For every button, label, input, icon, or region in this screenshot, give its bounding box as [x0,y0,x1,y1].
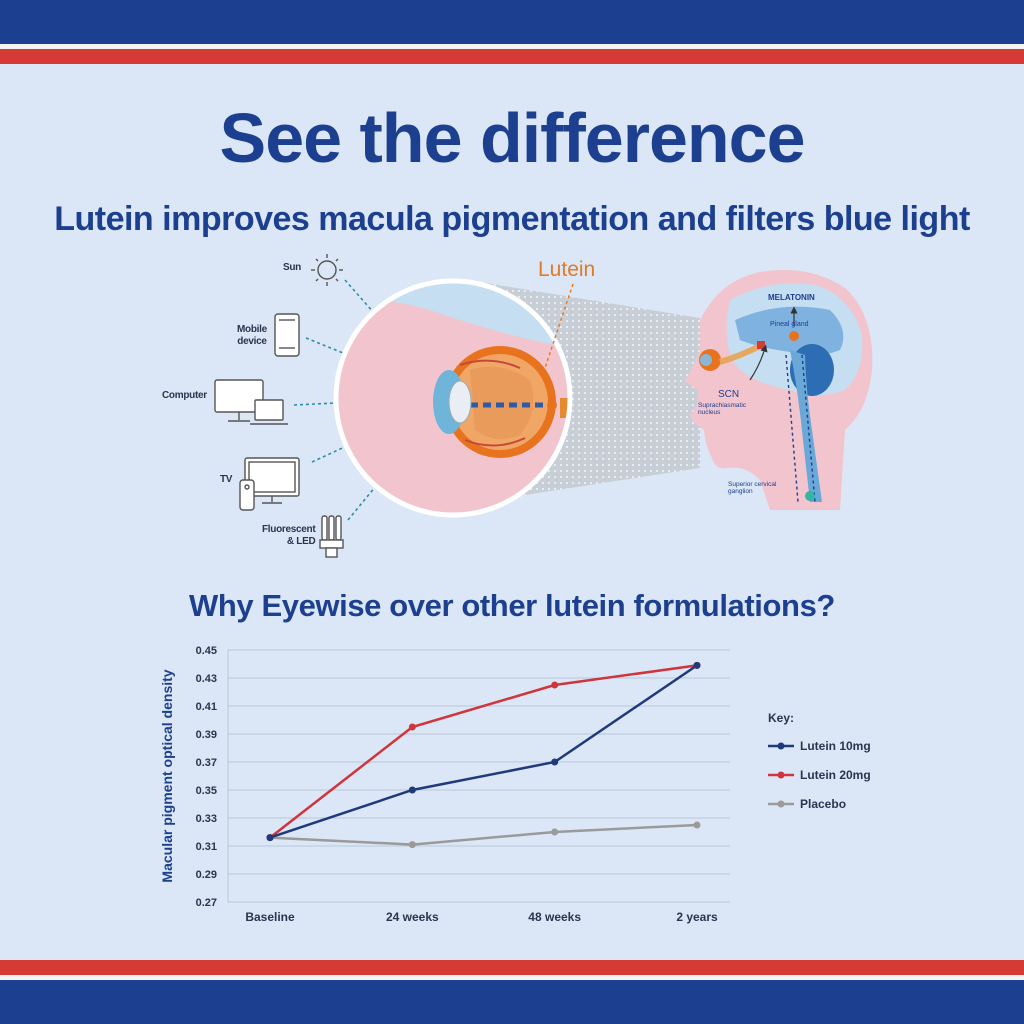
series-line [269,823,698,846]
top-white-line [0,44,1024,49]
x-tick-label: 2 years [676,910,718,924]
computer-icon [214,379,288,425]
y-tick-label: 0.33 [196,813,217,825]
bottom-white-line [0,975,1024,980]
data-point [408,723,416,731]
page-title: See the difference [219,99,806,177]
data-point [266,834,274,842]
source-label-computer: Computer [162,390,207,401]
head-diagram [685,270,873,510]
lutein-label: Lutein [538,258,595,281]
legend-marker [777,742,785,750]
top-red-band [0,49,1024,64]
y-tick-label: 0.43 [196,673,217,685]
data-point [408,841,416,849]
data-point [693,661,701,669]
legend-marker [777,800,785,808]
chart-heading: Why Eyewise over other lutein formulatio… [189,588,835,623]
x-tick-label: 48 weeks [528,910,581,924]
pineal-label: Pineal gland [770,321,809,328]
eye-illustration: Lutein [214,254,873,558]
top-navy-band [0,0,1024,44]
data-point [551,681,559,689]
ganglion-label: Superior cervical ganglion [728,481,777,495]
mobile-icon [274,313,300,357]
eyeball [433,346,557,458]
tv-icon [239,457,300,511]
legend-marker [777,771,785,779]
y-tick-label: 0.35 [196,785,217,797]
sun-icon [311,254,343,286]
legend-label: Placebo [800,797,846,811]
y-tick-label: 0.29 [196,869,217,881]
series-line [269,664,698,839]
scn-label: SCN [718,389,739,400]
bulb-icon [319,515,344,558]
bottom-red-band [0,960,1024,975]
x-tick-label: Baseline [245,910,295,924]
y-tick-label: 0.41 [196,701,217,713]
bottom-navy-band [0,980,1024,1024]
y-tick-label: 0.31 [196,841,217,853]
source-label-sun: Sun [283,262,301,273]
y-tick-label: 0.39 [196,729,217,741]
series-line [269,664,698,839]
source-label-mobile: Mobile device [237,324,267,347]
y-axis-label: Macular pigment optical density [159,669,175,882]
scn-full-label: Suprachiasmatic nucleus [698,402,747,416]
data-point [551,758,559,766]
data-point [551,828,559,836]
y-tick-label: 0.27 [196,897,217,909]
y-tick-label: 0.45 [196,645,217,657]
data-point [693,821,701,829]
line-chart: 0.27 0.29 0.31 0.33 0.35 0.37 0.39 0.41 0.43 0.45… [159,645,871,924]
page-subtitle: Lutein improves macula pigmentation and … [54,200,970,238]
legend-title: Key: [768,711,794,725]
data-point [408,786,416,794]
x-tick-label: 24 weeks [386,910,439,924]
y-tick-label: 0.37 [196,757,217,769]
source-label-bulb: Fluorescent & LED [262,524,316,547]
legend-label: Lutein 10mg [800,739,871,753]
legend-label: Lutein 20mg [800,768,871,782]
melatonin-label: MELATONIN [768,293,815,302]
source-label-tv: TV [220,474,233,485]
